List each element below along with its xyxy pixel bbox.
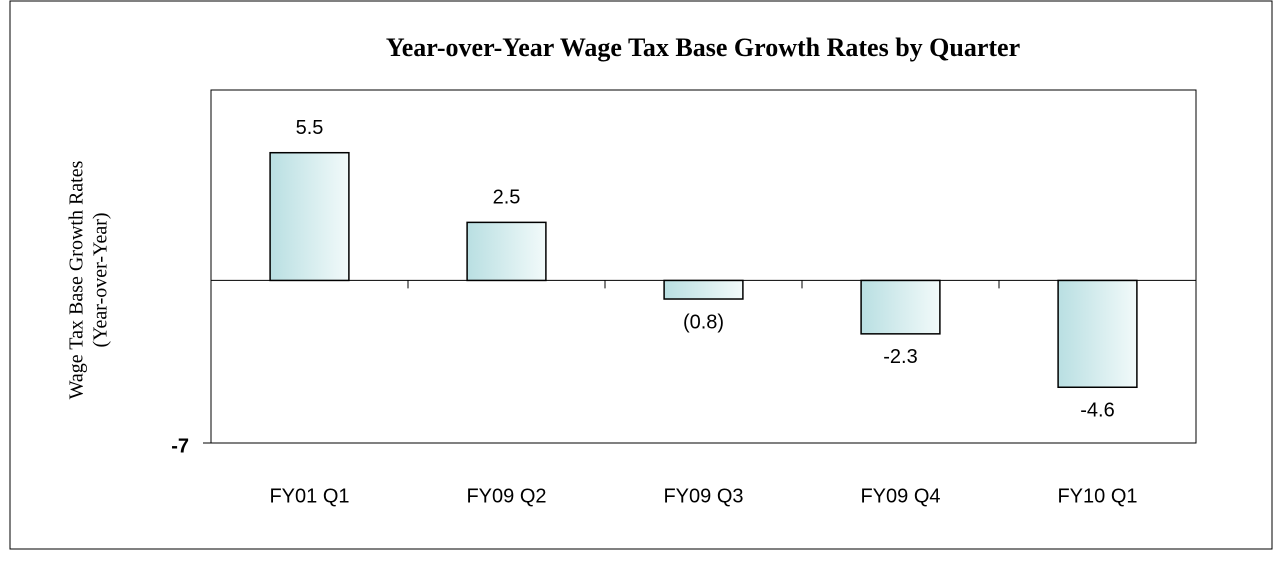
bar (466, 221, 547, 282)
x-tick-label: FY09 Q2 (466, 485, 546, 507)
value-label: 5.5 (296, 117, 324, 139)
chart-title: Year-over-Year Wage Tax Base Growth Rate… (386, 33, 1020, 62)
bar (663, 279, 744, 300)
frame (9, 0, 1273, 550)
value-label: (0.8) (683, 311, 724, 333)
x-tick-label: FY10 Q1 (1057, 485, 1137, 507)
y-tick-label: -7 (171, 435, 189, 457)
y-axis-label: Wage Tax Base Growth Rates (66, 160, 88, 399)
value-label: -4.6 (1080, 400, 1114, 422)
plot-area (210, 89, 1197, 444)
value-label: -2.3 (883, 346, 917, 368)
y-axis-label: (Year-over-Year) (90, 212, 112, 347)
bar (1057, 279, 1138, 389)
x-tick-label: FY09 Q3 (663, 485, 743, 507)
value-label: 2.5 (493, 187, 521, 209)
x-tick-label: FY09 Q4 (860, 485, 940, 507)
x-tick-label: FY01 Q1 (269, 485, 349, 507)
bar (269, 151, 350, 282)
bar (860, 279, 941, 335)
